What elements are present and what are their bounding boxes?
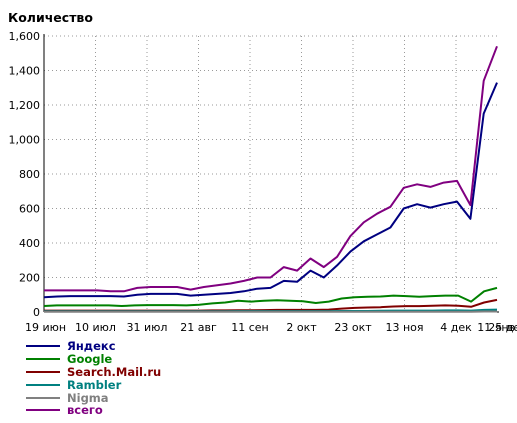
legend-item: Search.Mail.ru xyxy=(26,366,161,379)
grid xyxy=(44,35,497,312)
x-tick-label: 13 ноя xyxy=(385,321,423,334)
legend-label: Nigma xyxy=(67,390,109,405)
x-tick-label: 23 окт xyxy=(334,321,372,334)
y-tick-label: 800 xyxy=(19,168,40,181)
legend-item: Яндекс xyxy=(26,340,161,353)
legend-label: Search.Mail.ru xyxy=(67,364,162,379)
legend-item: Google xyxy=(26,353,161,366)
x-tick-label: 25 дек xyxy=(488,321,517,334)
x-tick-label: 4 дек xyxy=(440,321,472,334)
chart-title: Количество xyxy=(8,10,93,25)
y-tick-label: 200 xyxy=(19,272,40,285)
x-tick-label: 19 июн xyxy=(25,321,66,334)
legend-swatch xyxy=(26,358,60,361)
y-tick-label: 1,600 xyxy=(9,30,41,43)
x-tick-label: 2 окт xyxy=(286,321,317,334)
legend-label: всего xyxy=(67,403,103,418)
y-tick-label: 400 xyxy=(19,237,40,250)
legend-item: всего xyxy=(26,404,161,417)
series-line-5 xyxy=(44,45,498,293)
legend-swatch xyxy=(26,383,60,386)
x-tick-label: 31 июл xyxy=(127,321,168,334)
legend: Яндекс Google Search.Mail.ru Rambler Nigma вс… xyxy=(26,340,161,417)
x-axis-ticks: 19 июн 10 июл 31 июл 21 авг 11 сен 2 окт 23 ок… xyxy=(25,321,517,334)
legend-swatch xyxy=(26,345,60,348)
y-tick-label: 0 xyxy=(33,306,40,319)
legend-swatch xyxy=(26,370,60,373)
y-tick-label: 1,000 xyxy=(9,134,41,147)
x-tick-label: 21 авг xyxy=(180,321,217,334)
y-axis-ticks: 0 200 400 600 800 1,000 1,200 1,400 1,600 xyxy=(9,30,41,319)
legend-item: Rambler xyxy=(26,378,161,391)
legend-label: Rambler xyxy=(67,377,122,392)
axes xyxy=(43,34,499,313)
x-tick-label: 11 сен xyxy=(231,321,269,334)
legend-label: Яндекс xyxy=(67,339,116,354)
y-tick-label: 600 xyxy=(19,203,40,216)
x-tick-label: 11 янв xyxy=(477,321,515,334)
legend-swatch xyxy=(26,396,60,399)
y-tick-label: 1,200 xyxy=(9,99,41,112)
y-tick-label: 1,400 xyxy=(9,65,41,78)
series-line-1 xyxy=(43,286,498,307)
series-lines xyxy=(43,45,498,313)
legend-item: Nigma xyxy=(26,391,161,404)
legend-label: Google xyxy=(67,352,113,367)
x-tick-label: 10 июл xyxy=(75,321,116,334)
series-line-0 xyxy=(43,82,498,299)
legend-swatch xyxy=(26,409,60,412)
